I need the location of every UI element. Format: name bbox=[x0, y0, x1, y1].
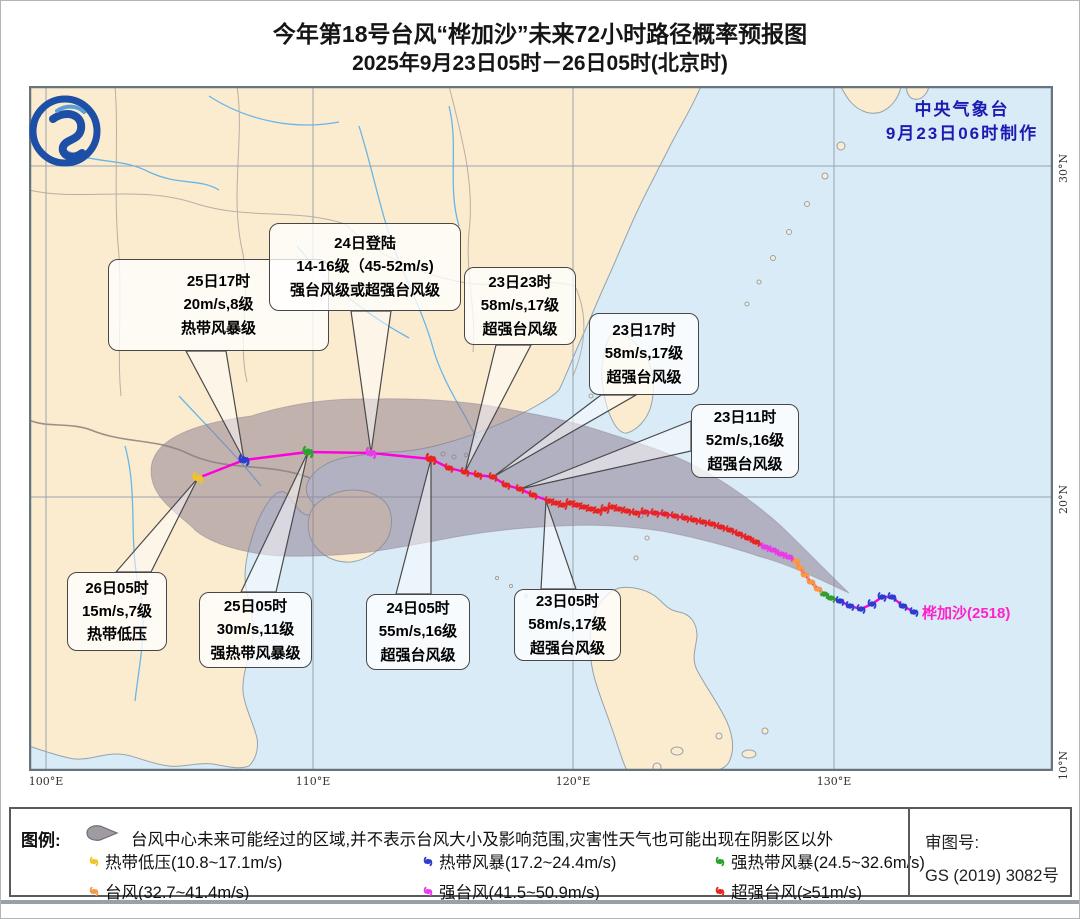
legend-item-text: 热带风暴(17.2~24.4m/s) bbox=[439, 854, 617, 872]
lat-label: 20°N bbox=[1057, 484, 1070, 514]
cma-logo bbox=[29, 95, 101, 167]
storm-name-label: 桦加沙(2518) bbox=[922, 604, 1010, 622]
island-topright bbox=[906, 86, 930, 100]
bottom-edge-band bbox=[1, 900, 1079, 904]
review-value: GS (2019) 3082号 bbox=[925, 867, 1059, 885]
legend-title: 图例: bbox=[21, 831, 61, 850]
page-title: 今年第18号台风“桦加沙”未来72小时路径概率预报图 bbox=[272, 21, 808, 47]
lon-label: 120°E bbox=[555, 775, 591, 788]
track-point-ts bbox=[845, 601, 855, 611]
track-point-ts bbox=[909, 607, 919, 617]
legend-cyclone-icon-sty bbox=[423, 886, 433, 896]
page-subtitle: 2025年9月23日05时－26日05时(北京时) bbox=[352, 52, 728, 75]
legend-cyclone-icon-super bbox=[715, 886, 725, 896]
agency-credit: 中央气象台 9月23日06时制作 bbox=[873, 98, 1051, 146]
map-review-number: 审图号: GS (2019) 3082号 bbox=[925, 827, 1059, 893]
probability-cone bbox=[150, 398, 850, 594]
legend-box: 图例: 台风中心未来可能经过的区域,并不表示台风大小及影响范围,灾害性天气也可能… bbox=[9, 807, 1072, 902]
legend-item-sty: 强台风(41.5~50.9m/s) bbox=[421, 882, 600, 902]
review-label: 审图号: bbox=[925, 834, 980, 852]
map-frame bbox=[29, 86, 1053, 771]
lon-label: 110°E bbox=[295, 775, 331, 788]
legend-item-text: 强台风(41.5~50.9m/s) bbox=[439, 884, 600, 902]
track-point-ts bbox=[887, 592, 897, 602]
ryukyu-islands bbox=[744, 141, 846, 307]
legend-item-ts: 热带风暴(17.2~24.4m/s) bbox=[421, 852, 617, 872]
map-canvas: 桦加沙(2518) bbox=[29, 86, 1053, 771]
track-point-ty bbox=[806, 577, 816, 587]
legend-item-super: 超强台风(≥51m/s) bbox=[713, 882, 862, 902]
lon-label: 100°E bbox=[28, 775, 64, 788]
legend-cyclone-icon-ts bbox=[423, 856, 433, 866]
legend-cyclone-icon-sts bbox=[715, 856, 725, 866]
legend-item-text: 热带低压(10.8~17.1m/s) bbox=[105, 854, 283, 872]
map-labels: 桦加沙(2518) bbox=[922, 604, 1010, 622]
legend-item-td: 热带低压(10.8~17.1m/s) bbox=[87, 852, 283, 872]
cone-icon bbox=[86, 825, 119, 841]
legend-cyclone-icon-ty bbox=[89, 886, 99, 896]
track-point-ty bbox=[813, 584, 823, 594]
issue-time: 9月23日06时制作 bbox=[885, 124, 1039, 143]
typhoon-map: 桦加沙(2518) bbox=[29, 86, 1053, 771]
legend-divider bbox=[908, 809, 910, 895]
lon-label: 130°E bbox=[816, 775, 852, 788]
legend-item-ty: 台风(32.7~41.4m/s) bbox=[87, 882, 250, 902]
track-point-ts bbox=[835, 596, 845, 606]
lat-label: 10°N bbox=[1057, 750, 1070, 780]
taiwan-island bbox=[601, 329, 654, 434]
legend-item-text: 台风(32.7~41.4m/s) bbox=[105, 884, 250, 902]
legend-cyclone-icon-td bbox=[89, 856, 99, 866]
legend-item-sts: 强热带风暴(24.5~32.6m/s) bbox=[713, 852, 925, 872]
track-point-ts bbox=[898, 601, 908, 611]
track-point-ts bbox=[856, 604, 866, 614]
legend-item-text: 超强台风(≥51m/s) bbox=[731, 884, 862, 902]
lat-label: 30°N bbox=[1057, 153, 1070, 183]
agency-name: 中央气象台 bbox=[914, 100, 1010, 119]
cone-description: 台风中心未来可能经过的区域,并不表示台风大小及影响范围,灾害性天气也可能出现在阴… bbox=[131, 831, 834, 849]
kyushu-island bbox=[840, 86, 902, 114]
legend-item-text: 强热带风暴(24.5~32.6m/s) bbox=[731, 854, 925, 872]
luzon-island bbox=[589, 586, 734, 771]
